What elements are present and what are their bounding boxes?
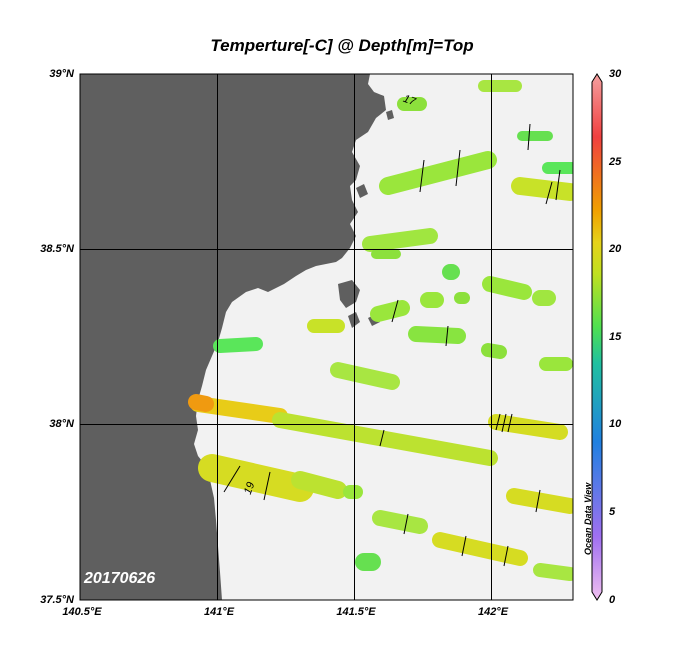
contour-label: 19 [242,481,257,497]
track-island-2 [370,300,410,322]
x-tick-label: 141.5°E [336,606,376,618]
track-long-hot [188,394,214,412]
track-south-mid [291,471,347,499]
colorbar-tick-label: 0 [609,594,616,606]
track-ne-2 [511,177,573,201]
track-spot-4 [482,276,532,300]
colorbar-tick-label: 5 [609,506,616,518]
y-tick-label: 38.5°N [40,243,74,255]
y-tick-label: 37.5°N [40,594,74,606]
track-south-2 [372,510,428,534]
x-tick-label: 141°E [203,606,235,618]
track-long-mid [272,412,498,466]
track-island-3 [408,326,466,344]
colorbar-tick-label: 10 [609,418,622,430]
track-north [379,151,497,195]
plot-frame [79,73,574,601]
land-mass [80,74,386,600]
x-tick-label: 140.5°E [62,606,102,618]
track-nearshore [213,337,263,353]
track-mid-lower [330,362,400,390]
track-south-5 [533,563,573,581]
colorbar-tick-label: 20 [609,243,622,255]
colorbar-tick-label: 30 [609,68,622,80]
track-east-warm [488,414,568,440]
island [386,110,394,120]
track-mid [362,228,438,252]
contour-label: 17 [401,93,417,109]
x-tick-label: 142°E [477,606,509,618]
colorbar-tick-label: 25 [609,156,622,168]
colorbar [591,73,603,601]
island [356,184,368,198]
y-tick-label: 39°N [49,68,74,80]
track-spot-6 [481,343,507,359]
date-label: 20170626 [84,570,156,587]
y-tick-label: 38°N [49,418,74,430]
contour-lines [223,123,561,567]
ocean-data-view-watermark: Ocean Data View [583,482,593,555]
colorbar-tick-label: 15 [609,331,622,343]
plot-title: Temperture[-C] @ Depth[m]=Top [210,36,474,55]
track-south-warm [198,454,314,502]
grid-lines [80,74,573,600]
track-south-4 [506,488,573,514]
data-tracks [188,80,573,581]
